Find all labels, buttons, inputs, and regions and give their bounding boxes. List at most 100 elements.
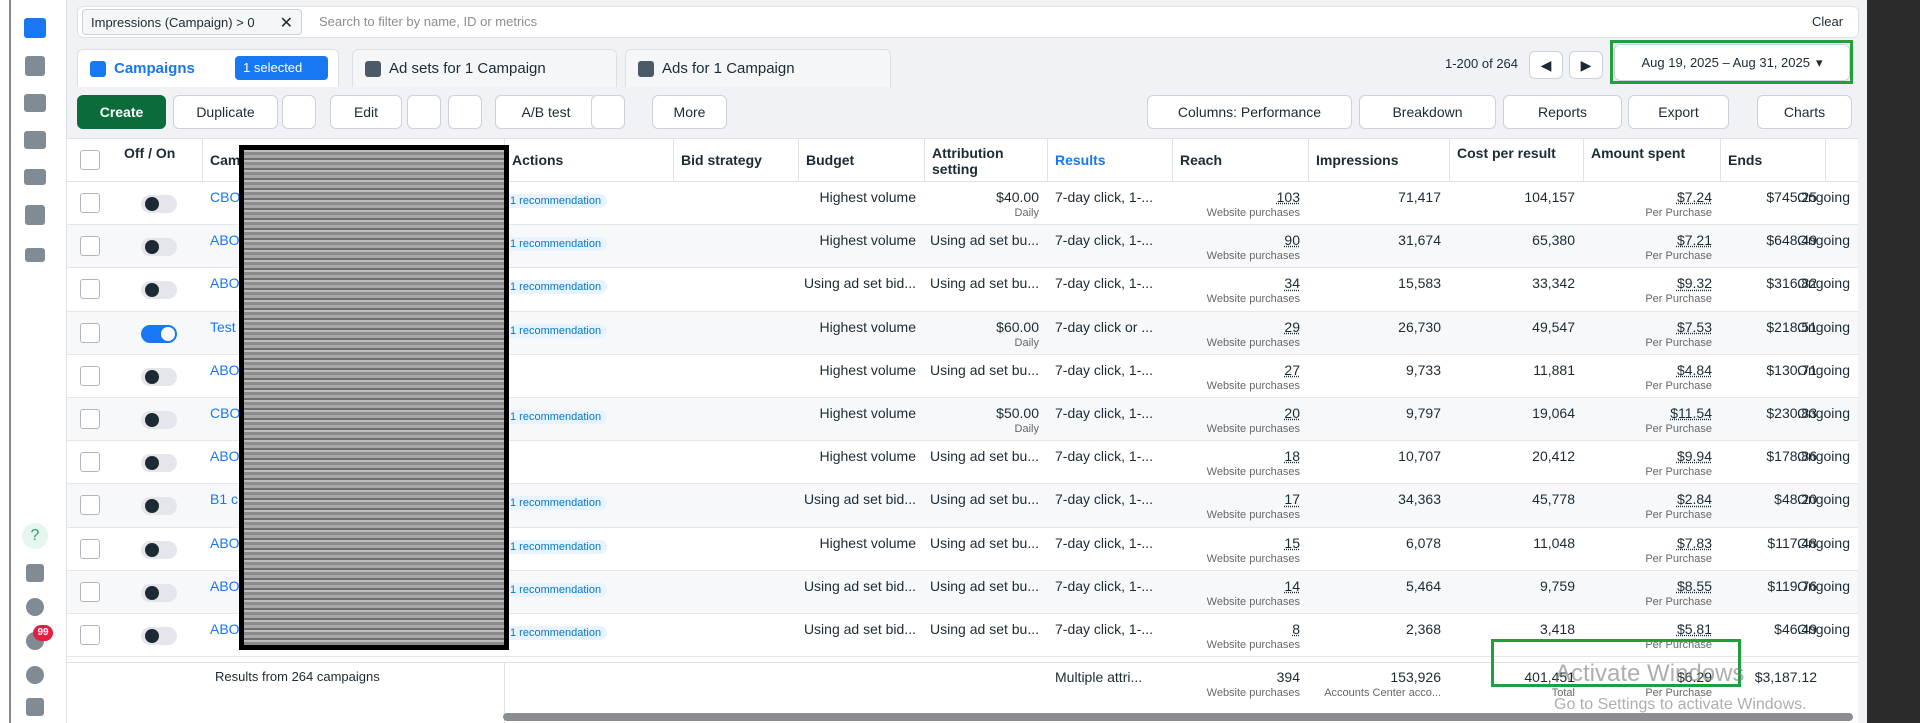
toolbar-icon-button[interactable] xyxy=(407,95,441,129)
checkbox[interactable] xyxy=(80,193,100,213)
recommendation[interactable]: 1 recommendation xyxy=(504,194,608,208)
tab-badge[interactable]: 1 selected xyxy=(235,56,329,80)
checkbox[interactable] xyxy=(80,538,100,559)
tab[interactable]: Ad sets for 1 Campaign xyxy=(352,49,617,87)
column-header[interactable]: Ends xyxy=(1728,152,1763,168)
results-sub: Website purchases xyxy=(1206,466,1300,479)
toolbar-button[interactable]: A/B test xyxy=(495,95,597,129)
nav-audiences[interactable] xyxy=(24,94,46,112)
recommendation[interactable]: 1 recommendation xyxy=(504,496,608,511)
bid: Highest volume xyxy=(819,189,917,205)
filter-chip[interactable]: Impressions (Campaign) > 0 ✕ xyxy=(82,9,302,35)
impressions: 49,547 xyxy=(1532,318,1575,335)
recommendation[interactable]: 1 recommendation xyxy=(504,582,608,597)
column-header[interactable]: Budget xyxy=(806,152,855,168)
column-header[interactable]: Attribution setting xyxy=(932,145,1004,177)
campaign-name[interactable]: B1 c xyxy=(210,491,239,508)
checkbox[interactable] xyxy=(80,495,100,516)
prev-page[interactable]: ◀ xyxy=(1529,51,1563,79)
campaign-name[interactable]: ABO xyxy=(210,448,240,465)
toggle[interactable] xyxy=(141,324,177,343)
toolbar-icon-button[interactable] xyxy=(282,95,316,129)
toolbar-button[interactable]: Breakdown xyxy=(1359,95,1496,129)
toolbar-button[interactable]: Duplicate xyxy=(173,95,278,129)
toggle[interactable] xyxy=(141,411,177,429)
toolbar-button[interactable]: Reports xyxy=(1503,95,1622,129)
toggle[interactable] xyxy=(141,281,177,300)
button-label: Export xyxy=(1658,104,1699,120)
toolbar-icon-button[interactable] xyxy=(448,95,482,129)
toolbar-button[interactable]: Create xyxy=(77,95,166,129)
bid: Using ad set bid... xyxy=(803,275,916,292)
checkbox[interactable] xyxy=(80,581,100,602)
column-header[interactable]: Cost per result xyxy=(1457,145,1556,161)
campaign-name[interactable]: ABO xyxy=(210,621,240,637)
campaign-name[interactable]: CBO xyxy=(210,189,241,205)
recommendation[interactable]: 1 recommendation xyxy=(504,539,608,554)
campaign-name[interactable]: ABO xyxy=(210,577,240,594)
footer-cpr: $6.29 xyxy=(1676,669,1712,686)
checkbox[interactable] xyxy=(80,236,100,257)
nav-item[interactable] xyxy=(26,564,44,582)
ends: Ongoing xyxy=(1797,621,1850,637)
recommendation[interactable]: 1 recommendation xyxy=(504,410,608,424)
checkbox[interactable] xyxy=(80,625,100,645)
recommendation[interactable]: 1 recommendation xyxy=(504,237,608,252)
nav-campaigns[interactable] xyxy=(24,18,46,38)
column-header[interactable]: Off / On xyxy=(124,145,176,161)
recommendation[interactable]: 1 recommendation xyxy=(504,626,608,640)
column-header[interactable]: Results xyxy=(1055,152,1106,168)
toggle[interactable] xyxy=(141,454,177,473)
next-page[interactable]: ▶ xyxy=(1569,51,1603,79)
column-header[interactable]: Actions xyxy=(512,152,564,168)
toggle[interactable] xyxy=(141,367,177,386)
checkbox[interactable] xyxy=(80,322,100,343)
nav-menu[interactable] xyxy=(25,248,45,262)
toolbar-button[interactable]: Columns: Performance xyxy=(1147,95,1352,129)
checkbox[interactable] xyxy=(80,452,100,473)
nav-ads[interactable] xyxy=(24,131,46,149)
campaign-name[interactable]: CBO xyxy=(210,405,241,421)
column-divider xyxy=(1825,139,1826,182)
campaign-name[interactable]: ABO xyxy=(210,232,240,249)
campaign-name[interactable]: ABO xyxy=(210,534,240,551)
checkbox[interactable] xyxy=(80,365,100,386)
toolbar-icon-button[interactable] xyxy=(591,95,625,129)
toolbar-button[interactable]: Edit xyxy=(330,95,402,129)
nav-debug[interactable] xyxy=(26,698,44,716)
column-header[interactable]: Bid strategy xyxy=(681,152,762,168)
nav-search[interactable] xyxy=(26,666,44,684)
date-range[interactable]: Aug 19, 2025 – Aug 31, 2025 ▾ xyxy=(1614,44,1850,81)
column-header[interactable]: Impressions xyxy=(1316,152,1399,168)
toolbar-button[interactable]: Export xyxy=(1628,95,1729,129)
campaign-name[interactable]: Test xyxy=(210,318,236,335)
checkbox[interactable] xyxy=(80,150,100,170)
campaign-name[interactable]: ABO xyxy=(210,275,240,292)
toggle[interactable] xyxy=(141,195,177,213)
scrollbar[interactable] xyxy=(503,713,1853,721)
toggle[interactable] xyxy=(141,627,177,645)
column-header[interactable]: Reach xyxy=(1180,152,1223,168)
recommendation[interactable]: 1 recommendation xyxy=(504,323,608,338)
toolbar-button[interactable]: More xyxy=(652,95,727,129)
toggle[interactable] xyxy=(141,238,177,257)
toggle[interactable] xyxy=(141,540,177,559)
tab[interactable]: Campaigns 1 selected xyxy=(77,49,339,87)
filter-bar[interactable] xyxy=(77,6,1859,38)
clear-filter[interactable]: Clear xyxy=(1812,14,1844,29)
nav-events[interactable] xyxy=(25,205,45,225)
help-icon[interactable]: ? xyxy=(22,523,48,549)
toggle[interactable] xyxy=(141,583,177,602)
checkbox[interactable] xyxy=(80,279,100,300)
nav-settings[interactable] xyxy=(26,598,44,616)
toggle[interactable] xyxy=(141,497,177,516)
campaign-name[interactable]: ABO xyxy=(210,361,240,378)
toolbar-button[interactable]: Charts xyxy=(1757,95,1852,129)
recommendation[interactable]: 1 recommendation xyxy=(504,280,608,295)
nav-billing[interactable] xyxy=(24,169,46,185)
tab[interactable]: Ads for 1 Campaign xyxy=(625,49,891,87)
nav-reports[interactable] xyxy=(25,56,45,76)
checkbox[interactable] xyxy=(80,409,100,429)
column-header[interactable]: Amount spent xyxy=(1591,145,1686,161)
